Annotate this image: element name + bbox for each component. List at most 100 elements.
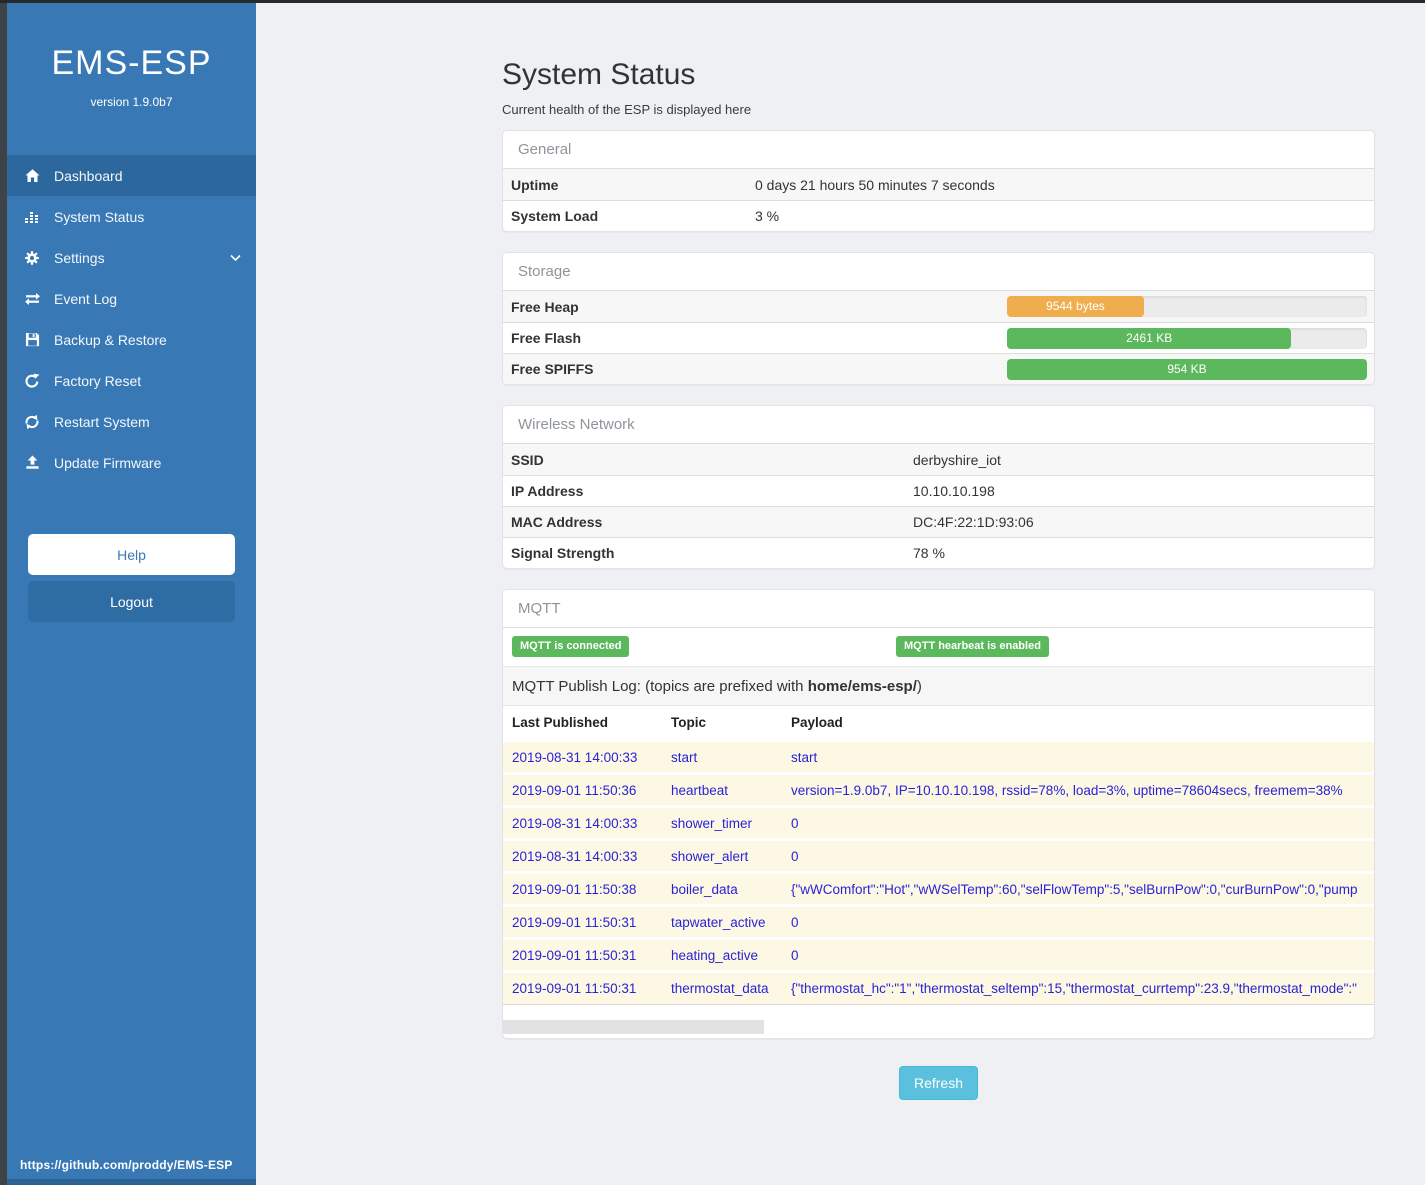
storage-panel-heading: Storage [503,253,1374,291]
system-load-value: 3 % [755,208,780,224]
logout-button[interactable]: Logout [28,581,235,622]
log-time: 2019-09-01 11:50:31 [503,904,662,939]
ip-address-row: IP Address 10.10.10.198 [503,475,1374,506]
sidebar-item-label: Dashboard [54,167,123,184]
sidebar-bottom-strip [7,1179,256,1185]
horizontal-scrollbar [503,1020,1374,1034]
free-spiffs-progress: 954 KB [1007,358,1367,380]
uptime-label: Uptime [511,176,559,193]
sidebar-item-label: Factory Reset [54,372,142,389]
mqtt-log-row: 2019-08-31 14:00:33 shower_timer 0 [503,805,1374,840]
signal-strength-row: Signal Strength 78 % [503,537,1374,568]
app-version: version 1.9.0b7 [90,95,173,109]
free-heap-row: Free Heap 9544 bytes [503,291,1374,322]
free-spiffs-row: Free SPIFFS 954 KB [503,353,1374,384]
signal-strength-label: Signal Strength [511,545,615,561]
ip-address-value: 10.10.10.198 [913,483,995,499]
uptime-row: Uptime 0 days 21 hours 50 minutes 7 seco… [503,169,1374,200]
horizontal-scrollbar-thumb[interactable] [503,1020,764,1034]
mqtt-panel: MQTT MQTT is connected MQTT hearbeat is … [502,589,1375,1039]
sidebar-item-event-log[interactable]: Event Log [7,278,256,319]
wireless-panel: Wireless Network SSID derbyshire_iot IP … [502,405,1375,569]
refresh-button[interactable]: Refresh [898,1066,979,1100]
bar-chart-icon [22,209,42,225]
log-topic: start [662,739,782,774]
ip-address-label: IP Address [511,483,584,499]
mqtt-panel-heading: MQTT [503,590,1374,628]
mqtt-log-row: 2019-08-31 14:00:33 shower_alert 0 [503,838,1374,873]
storage-panel: Storage Free Heap 9544 bytes Free Flash … [502,252,1375,385]
log-time: 2019-08-31 14:00:33 [503,805,662,840]
publish-log-prefix: MQTT Publish Log: (topics are prefixed w… [512,678,808,695]
free-heap-progress-fill: 9544 bytes [1007,296,1144,317]
mqtt-log-table: Last Published Topic Payload 2019-08-31 … [503,706,1374,1005]
github-link[interactable]: https://github.com/proddy/EMS-ESP [20,1158,233,1172]
sidebar-item-dashboard[interactable]: Dashboard [7,155,256,196]
ssid-value: derbyshire_iot [913,451,1001,468]
free-heap-label: Free Heap [511,298,579,315]
ssid-row: SSID derbyshire_iot [503,444,1374,475]
sidebar-item-factory-reset[interactable]: Factory Reset [7,360,256,401]
log-topic: heartbeat [662,772,782,807]
free-spiffs-progress-fill: 954 KB [1007,358,1367,380]
sidebar-item-label: Settings [54,249,105,266]
publish-log-suffix: ) [916,678,922,695]
mqtt-badges-row: MQTT is connected MQTT hearbeat is enabl… [503,628,1374,666]
sidebar-nav: Dashboard System Status [7,155,256,483]
log-topic: thermostat_data [662,970,782,1005]
signal-strength-value: 78 % [913,545,945,561]
log-topic: heating_active [662,937,782,972]
log-topic: tapwater_active [662,904,782,939]
log-time: 2019-09-01 11:50:38 [503,871,662,906]
sidebar-item-system-status[interactable]: System Status [7,196,256,237]
log-time: 2019-09-01 11:50:31 [503,970,662,1005]
system-load-label: System Load [511,208,599,224]
free-flash-row: Free Flash 2461 KB [503,322,1374,353]
sidebar-item-update-firmware[interactable]: Update Firmware [7,442,256,483]
page-subtitle: Current health of the ESP is displayed h… [502,102,752,117]
log-time: 2019-09-01 11:50:36 [503,772,662,807]
sidebar-item-label: Event Log [54,290,118,307]
uptime-value: 0 days 21 hours 50 minutes 7 seconds [755,176,995,193]
sidebar-item-settings[interactable]: Settings [7,237,256,278]
mqtt-log-row: 2019-09-01 11:50:31 heating_active 0 [503,937,1374,972]
log-time: 2019-09-01 11:50:31 [503,937,662,972]
refresh-icon [22,414,42,430]
ssid-label: SSID [511,451,544,468]
free-spiffs-label: Free SPIFFS [511,361,594,377]
brand: EMS-ESP version 1.9.0b7 [7,0,256,109]
mac-address-row: MAC Address DC:4F:22:1D:93:06 [503,506,1374,537]
sidebar-item-restart-system[interactable]: Restart System [7,401,256,442]
system-load-row: System Load 3 % [503,200,1374,231]
sidebar-item-label: System Status [54,208,145,225]
free-flash-progress-fill: 2461 KB [1007,327,1292,349]
log-payload: start [782,739,1374,774]
mqtt-log-row: 2019-09-01 11:50:31 thermostat_data {"th… [503,970,1374,1005]
log-payload: 0 [782,838,1374,873]
exchange-icon [22,291,42,307]
help-button[interactable]: Help [28,534,235,575]
col-last-published: Last Published [503,706,662,741]
table-spacer [503,1005,1374,1020]
sidebar-item-label: Backup & Restore [54,331,167,348]
main-content: System Status Current health of the ESP … [256,0,1425,1100]
log-time: 2019-08-31 14:00:33 [503,838,662,873]
mqtt-log-row: 2019-08-31 14:00:33 start start [503,739,1374,774]
log-time: 2019-08-31 14:00:33 [503,739,662,774]
sidebar-item-backup-restore[interactable]: Backup & Restore [7,319,256,360]
log-payload: 0 [782,937,1374,972]
home-icon [22,168,42,184]
mqtt-table-header-row: Last Published Topic Payload [503,706,1374,741]
log-payload: 0 [782,805,1374,840]
log-payload: {"wWComfort":"Hot","wWSelTemp":60,"selFl… [782,871,1374,906]
chevron-down-icon [230,254,241,262]
publish-log-topic-prefix: home/ems-esp/ [807,678,917,695]
log-topic: boiler_data [662,871,782,906]
col-topic: Topic [662,706,782,741]
page-title: System Status [502,58,696,91]
sidebar-item-label: Restart System [54,413,150,430]
mac-address-value: DC:4F:22:1D:93:06 [913,514,1034,530]
window-left-edge [0,0,7,1185]
col-payload: Payload [782,706,1374,741]
mqtt-heartbeat-badge: MQTT hearbeat is enabled [896,636,1049,657]
